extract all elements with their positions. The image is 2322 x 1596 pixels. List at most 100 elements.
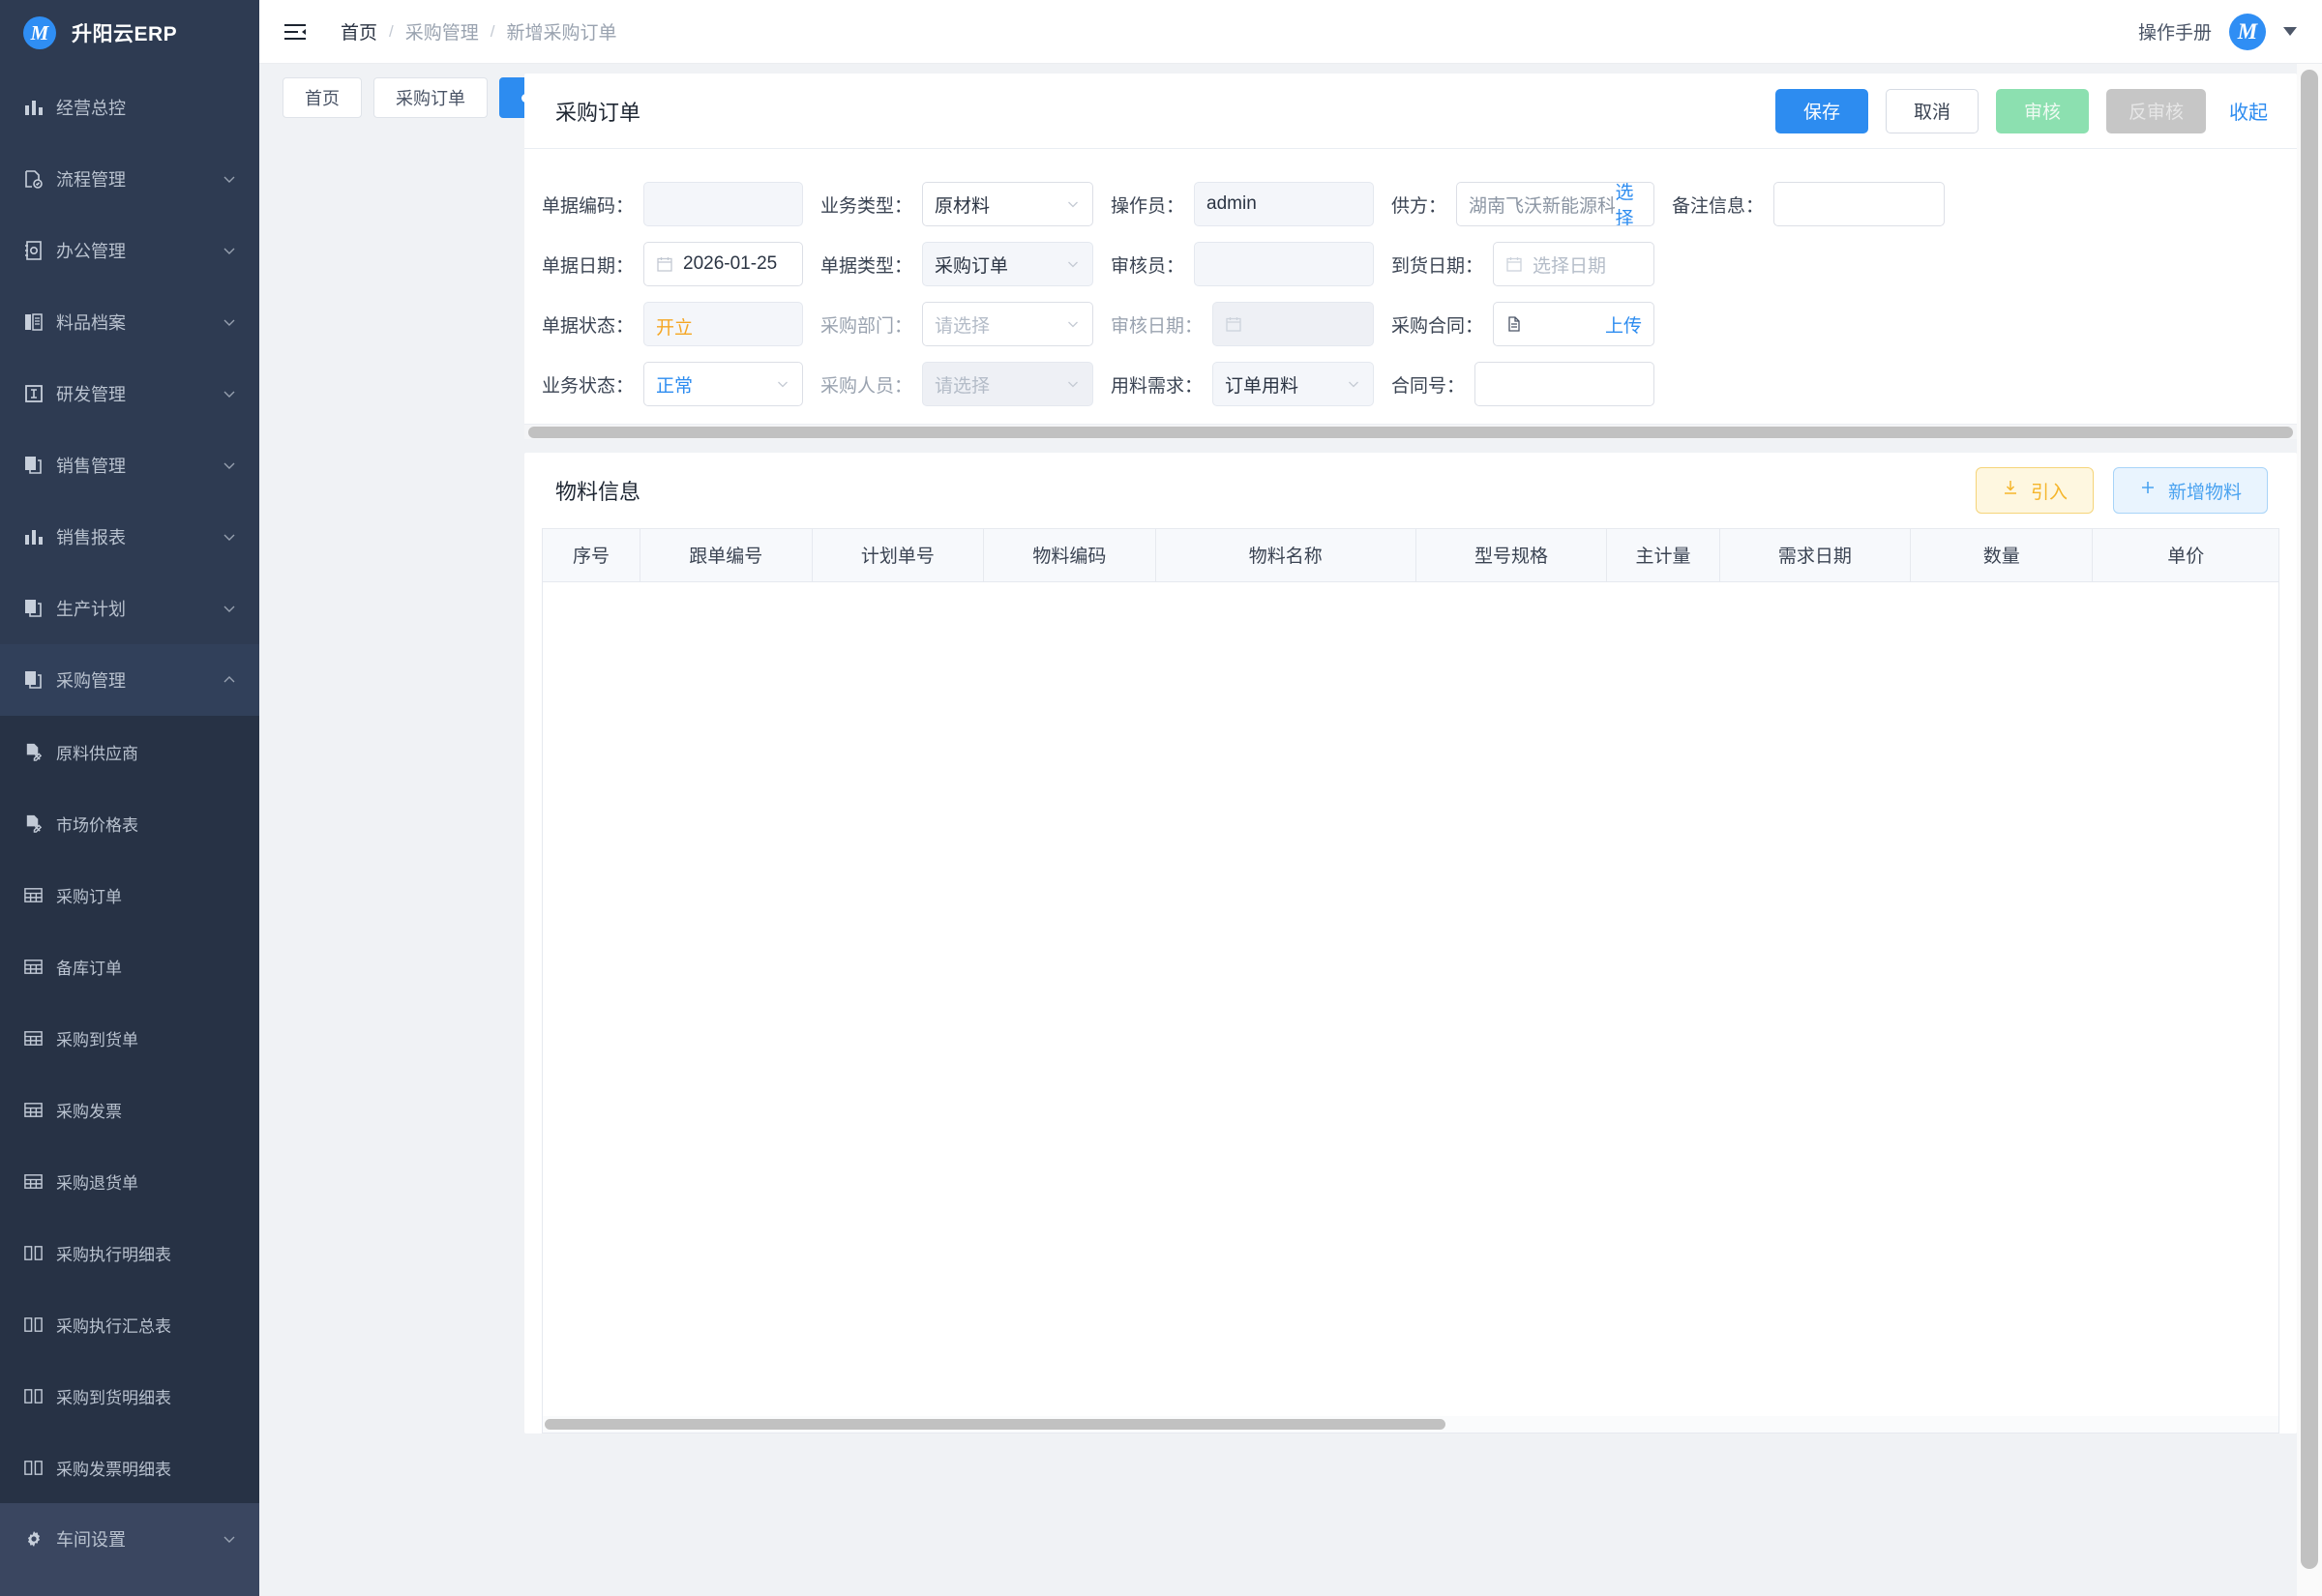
material-panel-header: 物料信息 引入 新增物料 — [524, 453, 2297, 528]
arrival-date-input[interactable]: 选择日期 — [1493, 242, 1654, 286]
breadcrumb-separator: / — [389, 21, 394, 41]
sidebar-item-label: 车间设置 — [56, 1530, 126, 1550]
manual-link[interactable]: 操作手册 — [2137, 23, 2212, 44]
sidebar-item-车间设置[interactable]: 车间设置 — [0, 1503, 259, 1575]
page-vertical-scrollbar[interactable] — [2297, 64, 2322, 1596]
tab-home[interactable]: 首页 — [283, 77, 362, 118]
audit-button[interactable]: 审核 — [1995, 88, 2089, 133]
supplier-input[interactable]: 湖南飞沃新能源科技股份 选择 — [1456, 182, 1654, 226]
sidebar-item-采购到货明细表[interactable]: 采购到货明细表 — [0, 1360, 259, 1432]
brand[interactable]: M 升阳云ERP — [0, 0, 259, 66]
table-icon — [23, 1028, 56, 1049]
form-grid: 单据编码： 业务类型： 原材料 — [524, 174, 2297, 414]
sidebar-item-采购发票明细表[interactable]: 采购发票明细表 — [0, 1432, 259, 1503]
menu-fold-icon[interactable] — [283, 19, 308, 44]
scrollbar-thumb[interactable] — [2301, 70, 2318, 1569]
unaudit-button[interactable]: 反审核 — [2105, 88, 2206, 133]
remark-input[interactable] — [1773, 182, 1945, 226]
doc-type-select[interactable]: 采购订单 — [922, 242, 1093, 286]
purchase-dept-select[interactable]: 请选择 — [922, 302, 1093, 346]
sidebar-item-采购执行汇总表[interactable]: 采购执行汇总表 — [0, 1288, 259, 1360]
field-value: 订单用料 — [1225, 375, 1299, 397]
column-header-数量[interactable]: 数量 — [1910, 529, 2094, 582]
table-horizontal-scrollbar[interactable] — [542, 1415, 2279, 1433]
auditor-input[interactable] — [1194, 242, 1374, 286]
chevron-down-icon — [1065, 376, 1081, 392]
brand-name: 升阳云ERP — [72, 23, 178, 45]
sidebar-item-销售管理[interactable]: 销售管理 — [0, 429, 259, 501]
supplier-select-link[interactable]: 选择 — [1615, 183, 1634, 226]
column-header-跟单编号[interactable]: 跟单编号 — [640, 529, 813, 582]
chevron-down-icon — [221, 313, 238, 331]
cancel-button[interactable]: 取消 — [1885, 88, 1979, 133]
breadcrumb-item-current: 新增采购订单 — [506, 23, 617, 44]
sidebar-item-采购到货单[interactable]: 采购到货单 — [0, 1002, 259, 1074]
sidebar-item-采购发票[interactable]: 采购发票 — [0, 1074, 259, 1145]
calendar-icon — [656, 255, 673, 273]
biz-type-select[interactable]: 原材料 — [922, 182, 1093, 226]
sidebar-item-采购执行明细表[interactable]: 采购执行明细表 — [0, 1217, 259, 1288]
scrollbar-thumb[interactable] — [528, 427, 2293, 438]
import-button[interactable]: 引入 — [1975, 467, 2094, 514]
tab-purchase-order[interactable]: 采购订单 — [373, 77, 488, 118]
sidebar-item-料品档案[interactable]: 料品档案 — [0, 286, 259, 358]
sidebar-item-办公管理[interactable]: 办公管理 — [0, 215, 259, 286]
form-horizontal-scrollbar[interactable] — [524, 424, 2297, 439]
sidebar-item-生产计划[interactable]: 生产计划 — [0, 573, 259, 644]
material-need-select[interactable]: 订单用料 — [1212, 362, 1374, 406]
column-header-型号规格[interactable]: 型号规格 — [1415, 529, 1608, 582]
sidebar-item-备库订单[interactable]: 备库订单 — [0, 931, 259, 1002]
brand-logo-icon: M — [23, 16, 56, 49]
column-header-主计量[interactable]: 主计量 — [1606, 529, 1720, 582]
doc-code-input[interactable] — [643, 182, 803, 226]
column-header-物料编码[interactable]: 物料编码 — [983, 529, 1156, 582]
panel-actions: 保存 取消 审核 反审核 收起 — [1774, 88, 2268, 133]
sidebar-item-label: 采购执行明细表 — [56, 1245, 171, 1264]
save-button[interactable]: 保存 — [1774, 88, 1868, 133]
column-header-序号[interactable]: 序号 — [543, 529, 640, 582]
add-material-button[interactable]: 新增物料 — [2112, 467, 2268, 514]
scrollbar-thumb[interactable] — [545, 1418, 1445, 1430]
breadcrumb-item-home[interactable]: 首页 — [341, 23, 378, 44]
operator-input[interactable]: admin — [1194, 182, 1374, 226]
field-placeholder: 选择日期 — [1533, 255, 1607, 277]
sidebar-item-采购管理[interactable]: 采购管理 — [0, 644, 259, 716]
field-contract: 采购合同： 上传 — [1391, 294, 1672, 354]
column-header-物料名称[interactable]: 物料名称 — [1155, 529, 1416, 582]
sidebar-item-采购订单[interactable]: 采购订单 — [0, 859, 259, 931]
breadcrumb-separator: / — [490, 21, 495, 41]
doc-date-input[interactable]: 2026-01-25 — [643, 242, 803, 286]
column-header-计划单号[interactable]: 计划单号 — [812, 529, 985, 582]
avatar[interactable]: M — [2229, 13, 2266, 50]
import-button-label: 引入 — [2030, 482, 2068, 503]
collapse-link[interactable]: 收起 — [2229, 103, 2268, 124]
sidebar-item-市场价格表[interactable]: 市场价格表 — [0, 787, 259, 859]
chevron-down-icon[interactable] — [2283, 27, 2297, 36]
contract-no-input[interactable] — [1474, 362, 1654, 406]
biz-status-select[interactable]: 正常 — [643, 362, 803, 406]
audit-date-input[interactable] — [1212, 302, 1374, 346]
field-placeholder: 请选择 — [935, 315, 991, 337]
contract-upload[interactable]: 上传 — [1493, 302, 1654, 346]
chevron-down-icon — [221, 242, 238, 259]
sidebar-item-经营总控[interactable]: 经营总控 — [0, 72, 259, 143]
breadcrumb-item-purchase[interactable]: 采购管理 — [404, 23, 479, 44]
sidebar-item-流程管理[interactable]: 流程管理 — [0, 143, 259, 215]
book-open-icon — [23, 1458, 56, 1478]
sidebar-item-原料供应商[interactable]: 原料供应商 — [0, 716, 259, 787]
contract-upload-link[interactable]: 上传 — [1604, 315, 1642, 337]
column-header-需求日期[interactable]: 需求日期 — [1719, 529, 1912, 582]
sidebar-item-研发管理[interactable]: 研发管理 — [0, 358, 259, 429]
column-header-单价[interactable]: 单价 — [2092, 529, 2278, 582]
field-spacer-1 — [1962, 174, 2262, 234]
field-biz-type: 业务类型： 原材料 — [820, 174, 1111, 234]
sidebar-item-采购退货单[interactable]: 采购退货单 — [0, 1145, 259, 1217]
sidebar-item-label: 采购到货明细表 — [56, 1388, 171, 1407]
field-label: 审核日期： — [1111, 315, 1204, 337]
sidebar-item-销售报表[interactable]: 销售报表 — [0, 501, 259, 573]
purchase-staff-select[interactable]: 请选择 — [922, 362, 1093, 406]
sidebar-item-生产管理[interactable]: 生产管理 — [0, 1575, 259, 1596]
sidebar-item-label: 料品档案 — [56, 313, 126, 333]
field-label: 操作员： — [1111, 195, 1185, 217]
table-icon — [23, 885, 56, 905]
